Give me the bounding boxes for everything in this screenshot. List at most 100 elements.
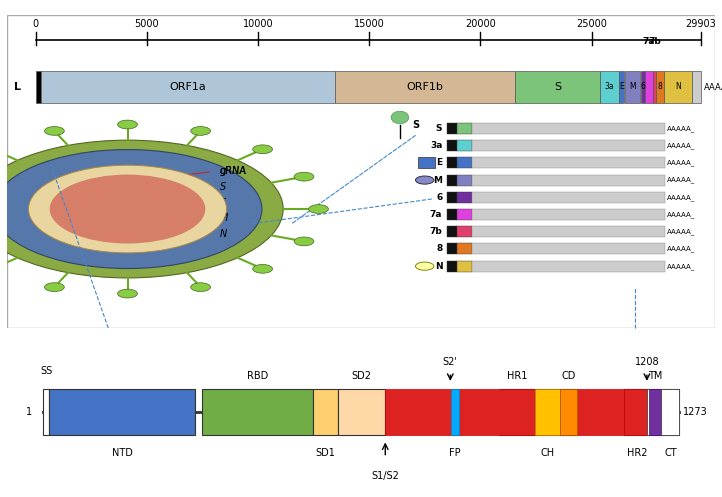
Ellipse shape — [191, 283, 211, 292]
Bar — [535, 389, 560, 434]
Bar — [451, 389, 459, 434]
Ellipse shape — [391, 111, 409, 124]
Text: ORF1a: ORF1a — [170, 82, 206, 92]
Text: E: E — [219, 198, 225, 208]
Text: 3a: 3a — [605, 83, 614, 91]
Text: 1208: 1208 — [635, 357, 659, 367]
Text: AAAAA_: AAAAA_ — [667, 160, 695, 166]
Text: AAAAA_: AAAAA_ — [667, 228, 695, 235]
Ellipse shape — [45, 127, 64, 135]
Bar — [456, 209, 472, 220]
Text: AAAAA_: AAAAA_ — [667, 246, 695, 252]
Ellipse shape — [253, 264, 272, 273]
Bar — [647, 389, 649, 434]
Ellipse shape — [45, 283, 64, 292]
Text: HR2: HR2 — [627, 448, 647, 458]
Bar — [448, 123, 456, 134]
Bar — [625, 389, 649, 434]
Bar — [653, 71, 656, 102]
Text: 15000: 15000 — [354, 19, 385, 29]
Bar — [472, 192, 665, 203]
Ellipse shape — [118, 120, 137, 129]
Circle shape — [415, 262, 434, 270]
Text: N: N — [219, 229, 227, 239]
Text: gRNA: gRNA — [219, 166, 246, 176]
Text: M: M — [219, 213, 228, 224]
Text: AAAAA_: AAAAA_ — [667, 211, 695, 218]
Text: NTD: NTD — [112, 448, 133, 458]
Text: AAAAA_: AAAAA_ — [667, 142, 695, 149]
Bar — [43, 389, 49, 434]
Bar — [645, 71, 653, 102]
Bar — [448, 261, 456, 272]
Bar — [661, 389, 679, 434]
Bar — [448, 174, 456, 185]
Text: 1: 1 — [26, 407, 32, 416]
Text: N: N — [435, 262, 443, 271]
Ellipse shape — [294, 172, 314, 181]
Bar — [41, 71, 335, 102]
Text: 8: 8 — [436, 245, 443, 253]
Bar — [560, 389, 577, 434]
Bar — [649, 389, 661, 434]
Text: 10000: 10000 — [243, 19, 273, 29]
Bar — [338, 389, 386, 434]
Text: SD2: SD2 — [351, 370, 371, 381]
Bar — [692, 71, 700, 102]
Bar — [386, 389, 625, 434]
Bar — [202, 389, 313, 434]
Bar — [625, 71, 640, 102]
Text: CH: CH — [540, 448, 554, 458]
Bar — [451, 389, 459, 434]
Ellipse shape — [294, 237, 314, 246]
Bar — [560, 389, 577, 434]
Bar — [661, 389, 679, 434]
Text: RBD: RBD — [247, 370, 269, 381]
Text: 20000: 20000 — [465, 19, 496, 29]
Text: FP: FP — [449, 448, 461, 458]
FancyBboxPatch shape — [7, 15, 715, 328]
Circle shape — [50, 174, 205, 244]
Text: AAAAA_: AAAAA_ — [667, 263, 695, 269]
Bar — [456, 244, 472, 254]
Text: SD1: SD1 — [316, 448, 335, 458]
Bar — [456, 226, 472, 237]
Text: TM: TM — [648, 370, 663, 381]
Text: E: E — [436, 159, 443, 167]
Text: 8: 8 — [658, 83, 662, 91]
Bar — [472, 226, 665, 237]
Circle shape — [0, 140, 283, 278]
Text: L: L — [14, 82, 22, 92]
Bar — [625, 389, 649, 434]
Ellipse shape — [308, 205, 329, 213]
Text: HR1: HR1 — [507, 370, 527, 381]
Bar — [472, 158, 665, 168]
Text: SS: SS — [40, 366, 52, 376]
Bar — [656, 71, 664, 102]
Bar — [515, 71, 600, 102]
Bar — [448, 158, 456, 168]
Text: S: S — [413, 120, 419, 130]
Bar — [417, 158, 435, 168]
Text: 3a: 3a — [430, 141, 443, 150]
Bar — [456, 140, 472, 151]
Text: CT: CT — [664, 448, 677, 458]
Bar — [600, 71, 619, 102]
Bar — [535, 389, 560, 434]
Text: M: M — [433, 175, 443, 184]
Text: AAAAA_: AAAAA_ — [667, 177, 695, 183]
Text: N: N — [676, 83, 682, 91]
Bar — [335, 71, 515, 102]
Bar — [472, 209, 665, 220]
Text: 0: 0 — [32, 19, 38, 29]
Bar — [448, 140, 456, 151]
Circle shape — [28, 165, 227, 253]
Text: 6: 6 — [436, 193, 443, 202]
Bar — [448, 209, 456, 220]
Bar — [472, 174, 665, 185]
Text: 7a: 7a — [643, 37, 655, 46]
Bar — [664, 71, 692, 102]
Text: AAAAA_: AAAAA_ — [667, 194, 695, 201]
Circle shape — [415, 176, 434, 184]
Bar — [472, 140, 665, 151]
